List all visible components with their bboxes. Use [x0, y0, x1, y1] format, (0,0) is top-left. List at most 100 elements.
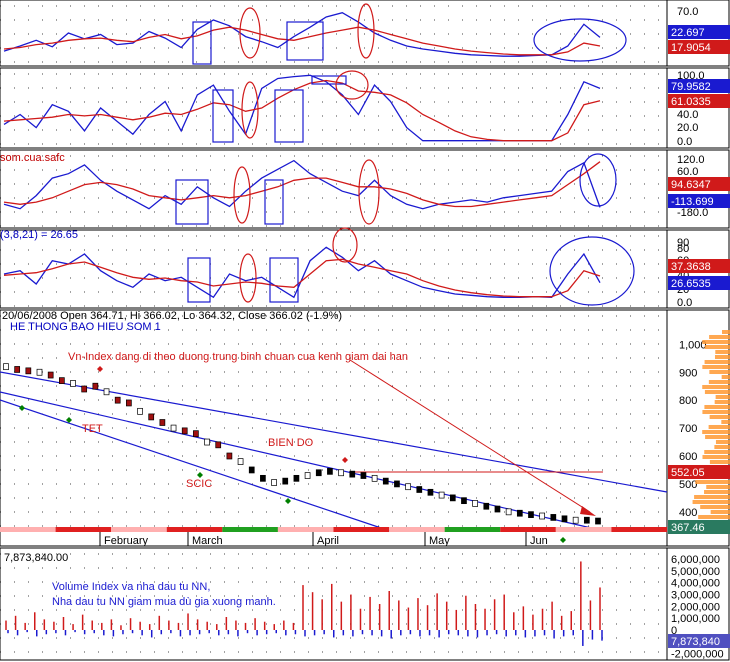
indicator-3-series-red — [3, 161, 601, 208]
indicator-3-last-blue-bg — [668, 194, 730, 208]
price-candle — [14, 366, 21, 373]
signal-strip-segment — [333, 527, 390, 532]
x-axis-month-label: February — [104, 535, 149, 547]
price-candle — [371, 474, 378, 482]
volume-note-1: Volume Index va nha dau tu NN, — [52, 581, 210, 593]
volume-y-tick: 1,000,000 — [671, 613, 720, 625]
price-volume-profile-bar — [709, 370, 730, 374]
price-candle — [595, 517, 601, 525]
price-candle — [148, 413, 155, 421]
price-candle — [25, 367, 32, 375]
price-candle — [282, 477, 289, 485]
price-candle — [181, 427, 188, 435]
price-candle — [248, 466, 255, 474]
annotation-tet: TET — [82, 423, 103, 435]
indicator-2-last-red: 61.0335 — [671, 96, 711, 108]
x-axis-month-label: April — [317, 535, 339, 547]
signal-strip-segment — [111, 527, 167, 532]
signal-diamond — [197, 472, 203, 478]
annotation-ellipse — [358, 159, 380, 225]
indicator-2-y-tick: 40.0 — [677, 109, 698, 121]
price-candle — [159, 419, 166, 426]
volume-last-value: 7,873,840 — [671, 636, 720, 648]
price-volume-profile-bar — [695, 480, 730, 484]
price-candle — [226, 452, 233, 460]
annotation-box — [311, 75, 347, 85]
price-candle — [394, 480, 400, 488]
indicator-4-series-blue — [3, 246, 601, 299]
price-candle — [58, 377, 65, 384]
price-volume-profile-bar — [709, 415, 730, 419]
price-candle — [516, 509, 523, 517]
price-candle — [327, 468, 333, 475]
price-candle — [583, 516, 590, 524]
indicator-1-last-red-bg — [668, 40, 730, 54]
price-volume-profile-bar — [692, 500, 730, 504]
volume-y-tick: 3,000,000 — [671, 590, 720, 602]
signal-diamond — [19, 405, 25, 411]
annotation-box — [187, 257, 211, 303]
signal-diamond — [342, 457, 348, 463]
price-candle — [483, 502, 490, 510]
indicator-1-last-blue-bg — [668, 25, 730, 39]
annotation-arrow-head — [580, 506, 596, 516]
indicator-3-y-tick: 120.0 — [677, 154, 705, 166]
price-candle — [427, 488, 434, 496]
price-candle — [237, 458, 244, 465]
price-candle — [472, 500, 478, 507]
price-volume-profile-bar — [702, 455, 730, 459]
price-last-close: 367.46 — [671, 522, 705, 534]
price-candle — [36, 368, 43, 376]
annotation-scic: SCIC — [186, 478, 212, 490]
indicator-2-y-tick: 20.0 — [677, 122, 698, 134]
price-volume-profile-bar — [702, 410, 730, 414]
price-last-red-bg — [668, 465, 730, 479]
price-volume-profile-bar — [704, 390, 730, 394]
price-candle — [461, 497, 467, 505]
price-candle — [137, 407, 143, 415]
indicator-2-last-blue: 79.9582 — [671, 81, 711, 93]
signal-strip-segment — [611, 527, 667, 532]
indicator-4-last-blue: 26.6535 — [671, 278, 711, 290]
indicator-4-last-red-bg — [668, 259, 730, 273]
annotation-bien-do: BIEN DO — [268, 437, 314, 449]
channel-lower-line — [0, 399, 391, 532]
price-candle — [81, 385, 88, 393]
indicator-4-y-tick: 80 — [677, 243, 689, 255]
indicator-1-series-red — [3, 26, 601, 56]
volume-y-tick: 5,000,000 — [671, 566, 720, 578]
price-volume-profile-bar — [702, 385, 730, 389]
annotation-ellipse — [579, 153, 617, 207]
price-candle — [539, 512, 546, 520]
indicator-1-series-blue — [3, 12, 601, 57]
price-candle — [550, 514, 557, 521]
price-candle — [338, 469, 344, 477]
price-y-tick: 700 — [679, 423, 697, 435]
signal-strip-segment — [166, 527, 223, 532]
price-candle — [47, 371, 54, 379]
x-axis-month-label: March — [192, 535, 223, 547]
price-volume-profile-bar — [708, 380, 730, 384]
annotation-ellipse — [332, 227, 358, 263]
price-candle — [215, 441, 222, 449]
price-volume-profile-bar — [702, 430, 730, 434]
price-candle — [505, 508, 512, 516]
price-candle — [494, 505, 501, 513]
annotation-box — [212, 89, 234, 143]
price-y-tick: 400 — [679, 507, 697, 519]
volume-y-tick: 4,000,000 — [671, 578, 720, 590]
price-last-close-bg — [668, 520, 730, 534]
signal-diamond — [97, 366, 103, 372]
x-axis-month-label: Jun — [530, 535, 548, 547]
x-axis-month-label: May — [429, 535, 450, 547]
signal-strip-segment — [55, 527, 112, 532]
price-candle — [416, 486, 423, 493]
price-candle — [382, 477, 389, 485]
price-volume-profile-bar — [706, 485, 730, 489]
indicator-2-last-red-bg — [668, 94, 730, 108]
price-volume-profile-bar — [702, 340, 730, 344]
price-last-red: 552.05 — [671, 467, 705, 479]
indicator-4-y-tick: 90 — [677, 237, 689, 249]
annotation-box — [274, 89, 304, 143]
